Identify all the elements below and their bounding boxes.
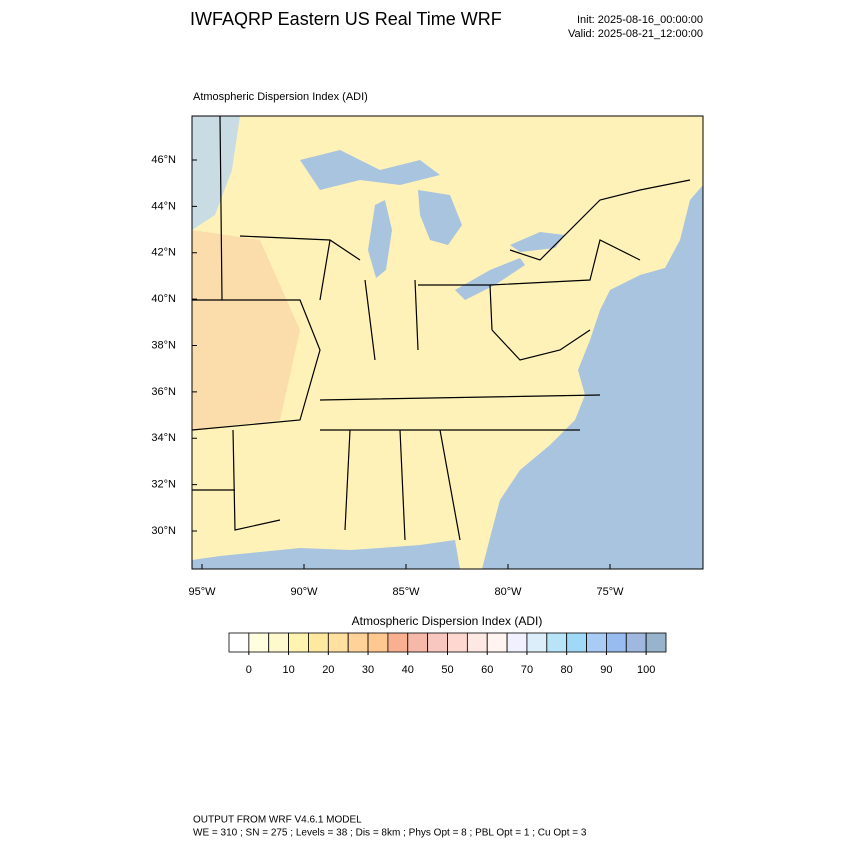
lat-axis: 46°N 44°N 42°N 40°N 38°N 36°N 34°N 32°N 30°N [151,154,197,537]
lake-huron [418,190,462,245]
state-boundaries [191,115,691,541]
colorbar-box [268,632,289,653]
lake-michigan [368,200,392,278]
colorbar-tick-label: 70 [521,664,533,676]
lake-superior [300,150,440,190]
map-subtitle: Atmospheric Dispersion Index (ADI) [193,91,368,103]
valid-time: Valid: 2025-08-21_12:00:00 [568,28,703,40]
moderate-adi-area [192,230,300,430]
colorbar: 0 10 20 30 40 50 60 70 80 90 100 [228,632,667,676]
colorbar-tick-label: 30 [362,664,374,676]
lon-tick-label: 80°W [494,586,522,598]
lake-ontario [510,232,565,252]
colorbar-tick-label: 60 [481,664,493,676]
footer-line: OUTPUT FROM WRF V4.6.1 MODEL [193,815,362,826]
colorbar-box [506,632,528,653]
title: IWFAQRP Eastern US Real Time WRF [190,9,502,29]
colorbar-title: Atmospheric Dispersion Index (ADI) [352,614,543,628]
lat-tick-label: 30°N [151,525,176,537]
colorbar-box [447,632,468,653]
colorbar-box [625,632,647,653]
lat-tick-label: 44°N [151,200,176,212]
colorbar-box [586,632,607,653]
colorbar-tick-label: 20 [322,664,334,676]
colorbar-box [486,632,508,653]
lat-tick-label: 32°N [151,479,176,491]
lon-axis: 95°W 90°W 85°W 80°W 75°W [188,564,624,598]
colorbar-tick-label: 100 [637,664,655,676]
lake-erie [455,258,525,300]
lon-tick-label: 90°W [290,586,318,598]
init-time: Init: 2025-08-16_00:00:00 [577,14,703,26]
lat-tick-label: 46°N [151,154,176,166]
colorbar-box [347,632,369,653]
colorbar-box [228,632,250,653]
colorbar-box [387,632,409,653]
lat-tick-label: 34°N [151,432,176,444]
colorbar-box [248,632,270,653]
lat-tick-label: 36°N [151,386,176,398]
high-adi-area [192,116,240,230]
colorbar-box [308,632,329,653]
colorbar-box [526,632,548,653]
colorbar-box [466,632,488,653]
colorbar-box [645,632,667,653]
lat-tick-label: 38°N [151,339,176,351]
land [192,116,703,569]
map-frame [191,115,704,570]
colorbar-tick-label: 10 [282,664,294,676]
colorbar-tick-label: 90 [600,664,612,676]
lon-tick-label: 75°W [596,586,624,598]
colorbar-tick-label: 40 [402,664,414,676]
colorbar-box [546,632,568,653]
colorbar-box [288,632,309,653]
colorbar-box [407,632,429,653]
colorbar-box [327,632,349,653]
colorbar-box [427,632,448,653]
lat-tick-label: 40°N [151,293,176,305]
footer-line: WE = 310 ; SN = 275 ; Levels = 38 ; Dis … [193,828,587,839]
colorbar-box [606,632,627,653]
map: 46°N 44°N 42°N 40°N 38°N 36°N 34°N 32°N 30°N 95°… [151,115,704,598]
lon-tick-label: 95°W [188,586,216,598]
colorbar-tick-label: 50 [441,664,453,676]
colorbar-tick-label: 80 [561,664,573,676]
colorbar-box [566,632,587,653]
lat-tick-label: 42°N [151,247,176,259]
colorbar-tick-label: 0 [246,664,252,676]
lon-tick-label: 85°W [392,586,420,598]
colorbar-box [367,632,389,653]
